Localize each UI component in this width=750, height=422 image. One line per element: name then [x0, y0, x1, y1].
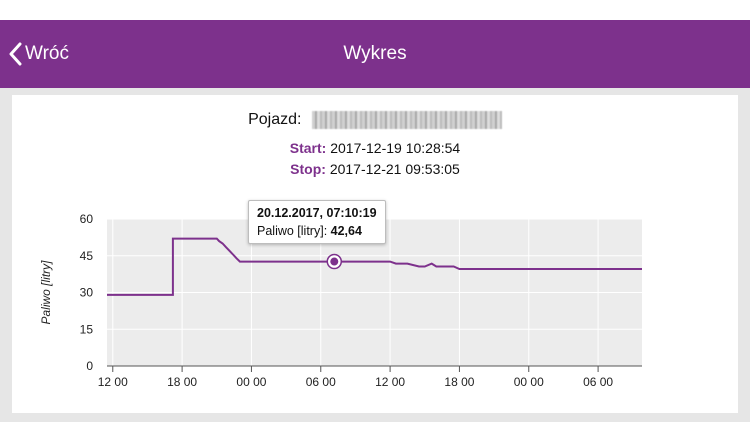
- y-tick-label: 60: [80, 212, 94, 226]
- back-button[interactable]: Wróć: [8, 20, 69, 88]
- x-tick-label: 06 00: [306, 375, 336, 389]
- tooltip-datetime: 20.12.2017, 07:10:19: [257, 206, 377, 220]
- fuel-chart[interactable]: 0 15 30 45 60 12 00 18 00 00 00 06 00 12 00 18 00 0…: [0, 88, 750, 422]
- x-tick-label: 06 00: [583, 375, 613, 389]
- tooltip-series-label: Paliwo [litry]: [257, 224, 324, 238]
- status-bar: [0, 0, 750, 20]
- start-value: 2017-12-19 10:28:54: [330, 140, 461, 156]
- y-tick-label: 30: [80, 286, 94, 300]
- back-button-label: Wróć: [25, 43, 69, 64]
- x-tick-label: 18 00: [167, 375, 197, 389]
- vehicle-plate-redacted: [311, 111, 502, 129]
- navigation-bar: Wróć Wykres: [0, 20, 750, 88]
- x-tick-label: 12 00: [98, 375, 128, 389]
- x-tick-label: 00 00: [514, 375, 544, 389]
- start-row: Start: 2017-12-19 10:28:54: [12, 140, 738, 156]
- x-tick-label: 18 00: [444, 375, 474, 389]
- vehicle-row: Pojazd:: [12, 111, 738, 129]
- tooltip-separator: :: [323, 224, 331, 238]
- chart-tooltip: 20.12.2017, 07:10:19 Paliwo [litry]: 42,…: [248, 200, 386, 244]
- start-label: Start:: [289, 140, 327, 156]
- tooltip-value: 42,64: [330, 224, 362, 238]
- content-area: Pojazd: Start: 2017-12-19 10:28:54 Stop:…: [0, 88, 750, 422]
- stop-row: Stop: 2017-12-21 09:53:05: [12, 161, 738, 177]
- y-tick-label: 45: [80, 249, 94, 263]
- stop-label: Stop:: [290, 161, 326, 177]
- chevron-left-icon: [8, 42, 22, 66]
- page-title: Wykres: [343, 43, 407, 64]
- y-tick-label: 0: [86, 359, 93, 373]
- x-tick-label: 00 00: [236, 375, 266, 389]
- tooltip-series-row: Paliwo [litry]: 42,64: [257, 224, 377, 238]
- highlight-point: [330, 257, 339, 266]
- y-tick-label: 15: [80, 322, 94, 336]
- stop-value: 2017-12-21 09:53:05: [329, 161, 460, 177]
- vehicle-label: Pojazd:: [248, 111, 302, 128]
- y-axis-label: Paliwo [litry]: [39, 260, 53, 325]
- x-tick-label: 12 00: [375, 375, 405, 389]
